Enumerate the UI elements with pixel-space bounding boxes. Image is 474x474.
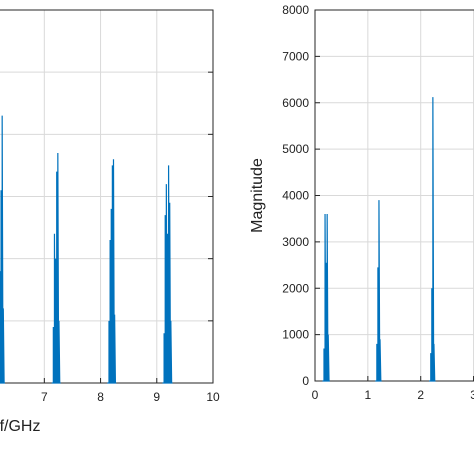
- x-tick-label: 1: [365, 388, 372, 402]
- y-tick-label: 4000: [282, 189, 309, 203]
- y-tick-label: 6000: [282, 96, 309, 110]
- x-tick-label: 0: [312, 388, 319, 402]
- y-tick-label: 0: [302, 374, 309, 388]
- x-axis-label: f/GHz: [0, 418, 40, 435]
- y-tick-label: 3000: [282, 235, 309, 249]
- y-axis-label: Magnitude: [249, 158, 266, 233]
- y-tick-label: 1000: [282, 328, 309, 342]
- spectral-peak: [51, 152, 61, 384]
- x-tick-label: 10: [206, 390, 220, 404]
- chart-1: 678910f/GHz: [0, 9, 220, 435]
- x-tick-label: 3: [470, 388, 474, 402]
- y-tick-label: 5000: [282, 142, 309, 156]
- spectral-peak: [162, 165, 173, 384]
- spectral-peak: [375, 200, 382, 382]
- x-tick-label: 2: [417, 388, 424, 402]
- spectral-peak: [429, 97, 436, 382]
- spectral-peak: [0, 115, 5, 384]
- x-tick-label: 8: [97, 390, 104, 404]
- y-tick-label: 2000: [282, 281, 309, 295]
- y-tick-label: 7000: [282, 49, 309, 63]
- chart-2: 0 1 2 3 0 1000 2000 3000 4000 5000 6000 7000 8000 Mag…: [249, 3, 474, 402]
- x-tick-label: 7: [41, 390, 48, 404]
- spectral-peak: [107, 159, 117, 384]
- spectral-peak: [322, 214, 330, 382]
- y-tick-label: 8000: [282, 3, 309, 17]
- x-tick-label: 9: [153, 390, 160, 404]
